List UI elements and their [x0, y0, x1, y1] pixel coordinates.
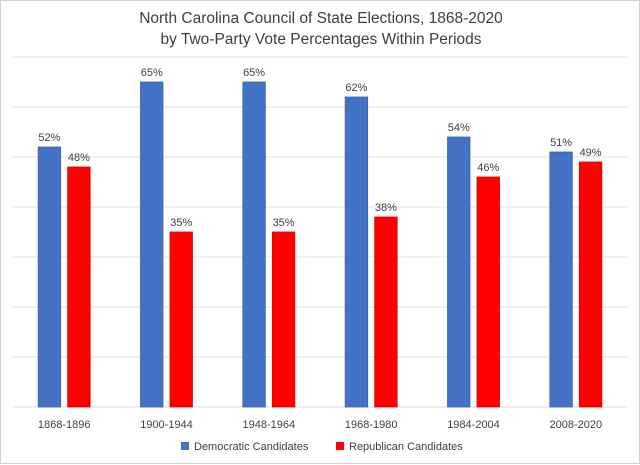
- data-label-democratic-2008-2020: 51%: [550, 137, 572, 149]
- bar-democratic-1900-1944: [140, 81, 164, 408]
- bar-democratic-1968-1980: [344, 96, 369, 408]
- data-label-democratic-1900-1944: 65%: [141, 67, 163, 79]
- data-label-democratic-1984-2004: 54%: [448, 122, 470, 134]
- data-label-republican-1900-1944: 35%: [170, 217, 192, 229]
- x-tick-label-1900-1944: 1900-1944: [140, 419, 193, 431]
- bar-republican-1900-1944: [169, 231, 193, 408]
- data-label-democratic-1868-1896: 52%: [38, 132, 60, 144]
- chart-title-line-1: North Carolina Council of State Election…: [139, 10, 503, 27]
- legend-item-democratic: Democratic Candidates: [181, 441, 309, 453]
- x-tick-label-1968-1980: 1968-1980: [345, 419, 398, 431]
- data-label-republican-2008-2020: 49%: [580, 147, 602, 159]
- legend-swatch-republican: [336, 442, 344, 450]
- data-label-republican-1984-2004: 46%: [477, 162, 499, 174]
- x-axis-tick-labels: 1868-1896 1900-1944 1948-1964 1968-1980 1984…: [38, 419, 602, 431]
- x-tick-label-1984-2004: 1984-2004: [447, 419, 500, 431]
- data-label-democratic-1948-1964: 65%: [243, 67, 265, 79]
- data-label-republican-1968-1980: 38%: [375, 202, 397, 214]
- bars: [37, 81, 603, 408]
- bar-republican-1984-2004: [476, 176, 500, 408]
- x-tick-label-2008-2020: 2008-2020: [550, 419, 603, 431]
- data-label-republican-1868-1896: 48%: [68, 152, 90, 164]
- bar-democratic-2008-2020: [549, 151, 573, 408]
- data-label-republican-1948-1964: 35%: [273, 217, 295, 229]
- data-labels: 52% 48% 65% 35% 65% 35% 62% 38% 54% 46% 51% 49%: [38, 67, 601, 229]
- chart-title-line-2: by Two-Party Vote Percentages Within Per…: [160, 31, 481, 48]
- bar-republican-1968-1980: [374, 216, 398, 408]
- legend: Democratic Candidates Republican Candidat…: [181, 441, 463, 453]
- chart-title: North Carolina Council of State Election…: [139, 10, 503, 48]
- legend-label-democratic: Democratic Candidates: [194, 441, 309, 453]
- legend-swatch-democratic: [181, 442, 189, 450]
- bar-democratic-1984-2004: [447, 136, 471, 408]
- gridlines: [13, 56, 627, 408]
- bar-democratic-1868-1896: [37, 146, 62, 408]
- legend-item-republican: Republican Candidates: [336, 441, 463, 453]
- x-tick-label-1868-1896: 1868-1896: [38, 419, 91, 431]
- legend-label-republican: Republican Candidates: [349, 441, 463, 453]
- data-label-democratic-1968-1980: 62%: [345, 82, 367, 94]
- bar-republican-1948-1964: [271, 231, 296, 408]
- bar-republican-1868-1896: [67, 166, 91, 408]
- bar-democratic-1948-1964: [242, 81, 266, 408]
- x-tick-label-1948-1964: 1948-1964: [243, 419, 296, 431]
- bar-republican-2008-2020: [578, 161, 603, 408]
